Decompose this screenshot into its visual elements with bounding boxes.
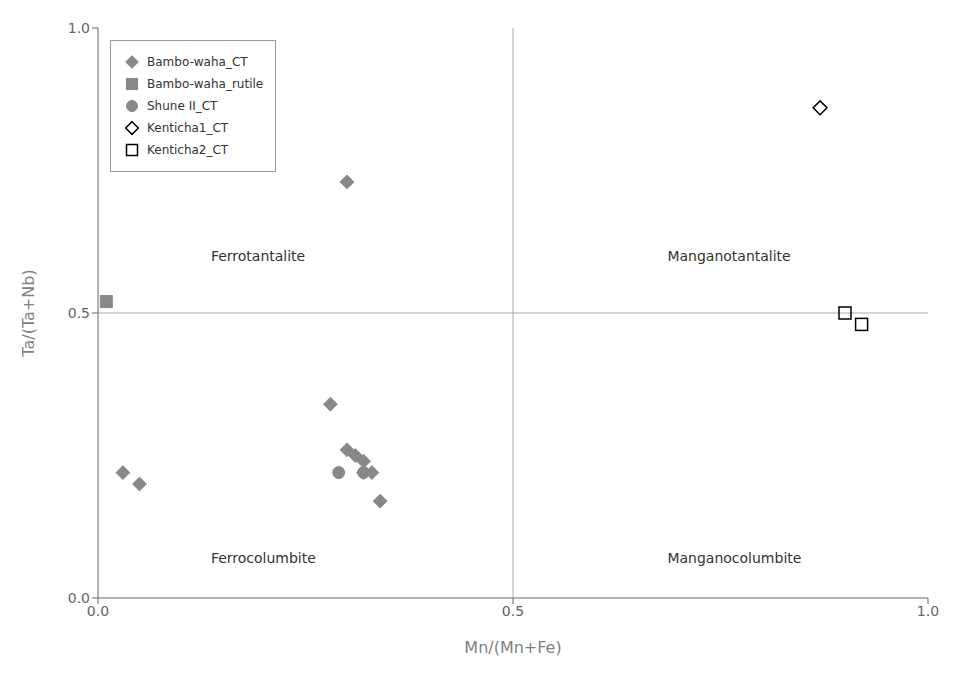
svg-text:0.0: 0.0 (87, 603, 109, 619)
html-text:Bambo-waha_rutile: Bambo-waha_rutile (147, 77, 264, 91)
html-text:Kenticha2_CT: Kenticha2_CT (147, 143, 229, 157)
svg-text:Mn/(Mn+Fe): Mn/(Mn+Fe) (464, 638, 561, 657)
svg-text:Ferrotantalite: Ferrotantalite (211, 248, 305, 264)
html-text:Kenticha1_CT: Kenticha1_CT (147, 121, 229, 135)
svg-text:0.0: 0.0 (68, 590, 90, 606)
svg-text:Ta/(Ta+Nb): Ta/(Ta+Nb) (19, 269, 38, 357)
svg-text:1.0: 1.0 (917, 603, 939, 619)
svg-text:0.5: 0.5 (502, 603, 524, 619)
html-text:Bambo-waha_CT: Bambo-waha_CT (147, 55, 248, 69)
svg-text:Ferrocolumbite: Ferrocolumbite (211, 550, 316, 566)
svg-text:1.0: 1.0 (68, 20, 90, 36)
svg-text:0.5: 0.5 (68, 305, 90, 321)
html-text:Shune II_CT: Shune II_CT (147, 99, 218, 113)
svg-text:Manganocolumbite: Manganocolumbite (667, 550, 801, 566)
svg-text:Manganotantalite: Manganotantalite (667, 248, 790, 264)
